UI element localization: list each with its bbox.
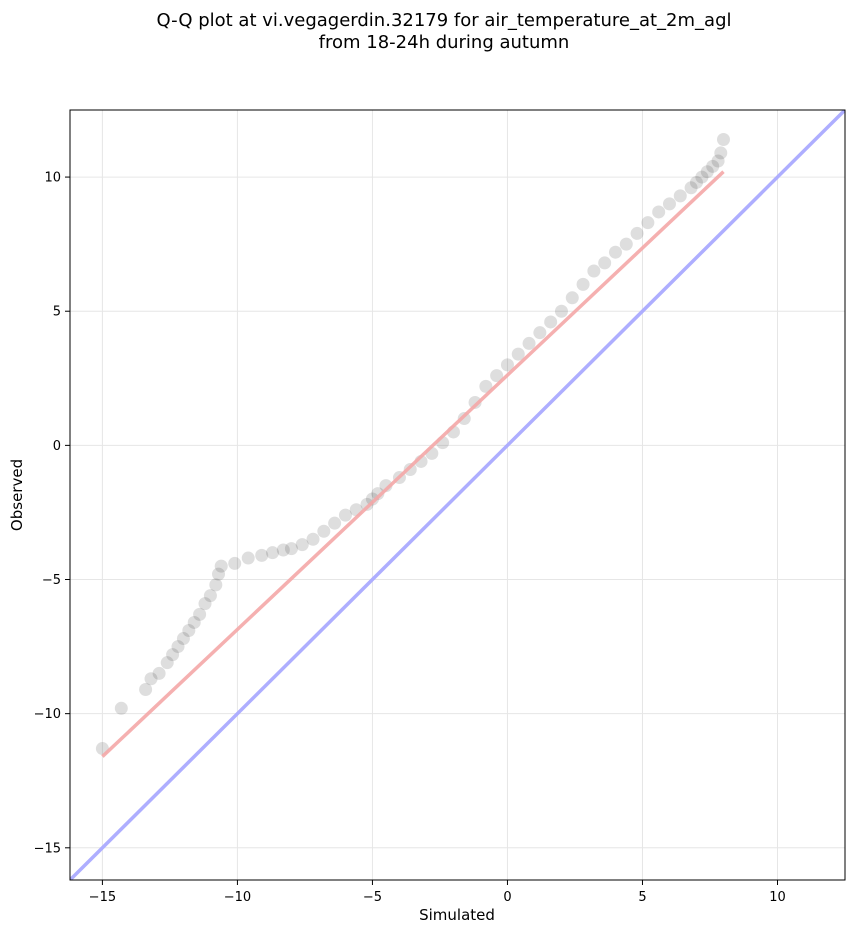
data-point	[114, 701, 128, 715]
data-point	[457, 412, 471, 426]
data-point	[490, 369, 504, 383]
y-tick-label: 0	[53, 439, 61, 454]
data-point	[468, 395, 482, 409]
data-point	[212, 567, 226, 581]
data-point	[266, 546, 280, 560]
data-point	[255, 548, 269, 562]
data-point	[365, 492, 379, 506]
data-point	[306, 532, 320, 546]
data-point	[576, 277, 590, 291]
data-point	[716, 133, 730, 147]
data-point	[662, 197, 676, 211]
data-point	[371, 487, 385, 501]
data-point	[317, 524, 331, 538]
data-point	[144, 672, 158, 686]
y-tick-label: −15	[34, 841, 61, 856]
data-point	[522, 336, 536, 350]
data-point	[500, 358, 514, 372]
data-point	[652, 205, 666, 219]
x-axis-label: Simulated	[419, 906, 495, 924]
data-point	[587, 264, 601, 278]
data-point	[598, 256, 612, 270]
identity-line	[70, 110, 845, 880]
data-point	[209, 578, 223, 592]
points-layer	[95, 133, 730, 756]
data-point	[700, 165, 714, 179]
data-point	[619, 237, 633, 251]
data-point	[328, 516, 342, 530]
data-point	[182, 623, 196, 637]
x-tick-label: −10	[224, 890, 251, 905]
x-tick-label: 0	[503, 890, 511, 905]
data-point	[276, 543, 290, 557]
x-tick-label: 5	[638, 890, 646, 905]
chart-title-line-1: Q-Q plot at vi.vegagerdin.32179 for air_…	[157, 10, 732, 31]
data-point	[706, 159, 720, 173]
data-point	[673, 189, 687, 203]
data-point	[695, 170, 709, 184]
data-point	[630, 226, 644, 240]
data-point	[533, 326, 547, 340]
x-tick-label: −5	[363, 890, 382, 905]
data-point	[554, 304, 568, 318]
data-point	[187, 615, 201, 629]
fit-line	[101, 170, 725, 758]
data-point	[714, 146, 728, 160]
x-tick-label: 10	[769, 890, 786, 905]
data-point	[176, 632, 190, 646]
x-tick-label: −15	[89, 890, 116, 905]
data-point	[684, 181, 698, 195]
y-tick-label: −10	[34, 707, 61, 722]
y-axis-label: Observed	[8, 459, 26, 531]
y-axis-ticks: −15 −10 −5 0 5 10	[34, 171, 70, 856]
data-point	[241, 551, 255, 565]
data-point	[166, 648, 180, 662]
data-point	[565, 291, 579, 305]
data-point	[689, 175, 703, 189]
data-point	[139, 683, 153, 697]
data-point	[171, 640, 185, 654]
data-point	[711, 154, 725, 168]
data-point	[152, 666, 166, 680]
data-point	[641, 216, 655, 230]
y-tick-label: 5	[53, 305, 61, 320]
grid-layer	[70, 110, 845, 880]
data-point	[403, 463, 417, 477]
data-point	[360, 497, 374, 511]
y-tick-label: −5	[42, 573, 61, 588]
data-point	[284, 542, 298, 556]
data-point	[160, 656, 174, 670]
data-point	[193, 607, 207, 621]
data-point	[228, 556, 242, 570]
data-point	[544, 315, 558, 329]
chart-title-line-2: from 18-24h during autumn	[319, 32, 570, 53]
data-point	[198, 597, 212, 611]
data-point	[511, 347, 525, 361]
data-point	[608, 245, 622, 259]
data-point	[295, 538, 309, 552]
data-point	[479, 379, 493, 393]
y-tick-label: 10	[44, 171, 61, 186]
data-point	[214, 559, 228, 573]
plot-frame	[69, 109, 846, 881]
x-axis-ticks: −15 −10 −5 0 5 10	[89, 880, 786, 905]
data-point	[338, 508, 352, 522]
data-point	[203, 589, 217, 603]
